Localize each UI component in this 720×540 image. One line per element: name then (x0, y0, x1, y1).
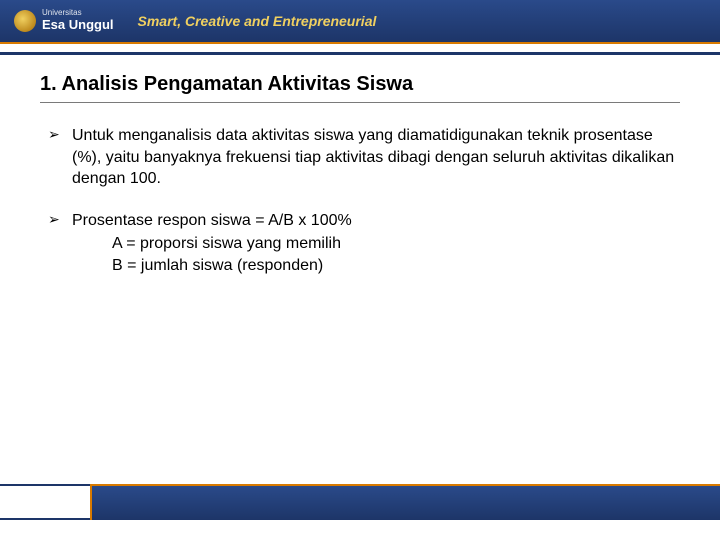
logo-text: Universitas Esa Unggul (42, 9, 114, 32)
logo-block: Universitas Esa Unggul (14, 9, 114, 32)
bullet-list: Untuk menganalisis data aktivitas siswa … (40, 125, 680, 277)
slide-content: 1. Analisis Pengamatan Aktivitas Siswa U… (0, 55, 720, 277)
university-name: Esa Unggul (42, 17, 114, 32)
logo-icon (14, 10, 36, 32)
university-label: Universitas (42, 9, 114, 18)
footer-bar (0, 484, 720, 520)
list-item: Untuk menganalisis data aktivitas siswa … (48, 125, 680, 190)
bullet-text: Untuk menganalisis data aktivitas siswa … (72, 127, 674, 187)
footer-left-box (0, 484, 90, 520)
bullet-text: Prosentase respon siswa = A/B x 100% (72, 212, 352, 229)
sub-line: A = proporsi siswa yang memilih (112, 233, 680, 255)
list-item: Prosentase respon siswa = A/B x 100% A =… (48, 210, 680, 277)
footer-main-bar (90, 484, 720, 520)
tagline-text: Smart, Creative and Entrepreneurial (138, 13, 377, 29)
sub-line: B = jumlah siswa (responden) (112, 255, 680, 277)
slide-title: 1. Analisis Pengamatan Aktivitas Siswa (40, 73, 680, 103)
sub-lines: A = proporsi siswa yang memilih B = juml… (72, 233, 680, 276)
header-bar: Universitas Esa Unggul Smart, Creative a… (0, 0, 720, 44)
